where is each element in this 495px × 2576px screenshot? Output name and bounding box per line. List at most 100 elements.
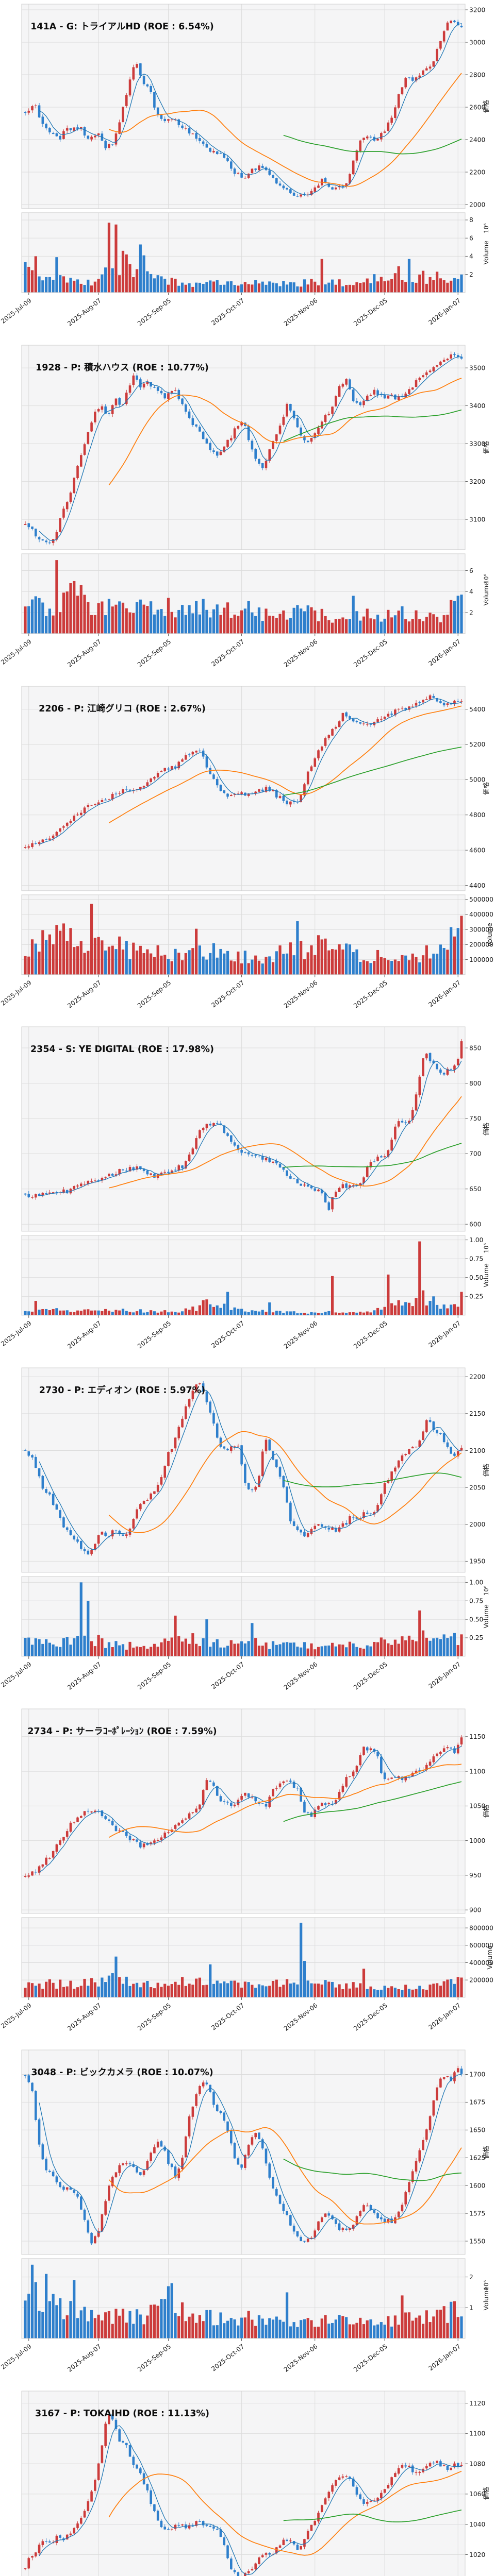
chart-title: 2354 - S: YE DIGITAL (ROE : 17.98%) [30,1044,214,1055]
volume-plot-background [22,1577,465,1657]
ma-mid-line [108,378,462,485]
volume-bars [24,223,463,293]
price-axis-label: 価格 [482,2145,490,2158]
ma-long-line [283,746,462,796]
price-tick-label: 3400 [469,402,485,410]
volume-bars [24,1241,463,1316]
price-tick-label: 1150 [469,1733,485,1740]
price-tick-label: 1650 [469,2126,485,2133]
candlestick-volume-chart: 900 950 1000 1050 1100 1150 200000 400000 600000… [0,1704,495,2046]
price-tick-label: 2100 [469,1447,485,1454]
price-tick-label: 3000 [469,39,485,46]
grid-lines [22,1027,465,1316]
price-tick-label: 4800 [469,811,485,819]
axis-ticks [28,367,468,636]
ma-mid-line [108,1431,462,1533]
candle-bodies [24,21,463,197]
volume-tick-label: 6 [469,234,473,242]
price-plot-border [21,1708,466,1914]
ma-long-line [283,1781,462,1822]
volume-tick-label: 500000 [469,896,493,903]
axis-ticks [28,2074,468,2341]
price-plot-border [21,2391,466,2576]
price-plot-border [21,1367,466,1573]
price-tick-label: 2400 [469,136,485,143]
stock-chart-figure-3167: 1000102010401060108011001120122025-Jul-0… [0,2386,495,2576]
volume-tick-label: 1.00 [469,1236,483,1244]
price-tick-label: 2150 [469,1410,485,1417]
ma-short-line [39,23,462,196]
chart-title: 2730 - P: エディオン (ROE : 5.97%) [39,1385,205,1396]
stock-chart-figure-2354: 600 650 700 750 800 850 0.25 0.50 0.75 1.00 2025-J… [0,1023,495,1364]
volume-bars [24,1922,463,1997]
price-tick-label: 2600 [469,104,485,111]
price-plot-border [21,686,466,891]
volume-axis-label: Volume [482,582,490,606]
volume-exponent-label: 10⁶ [483,223,490,233]
volume-axis-label: Volume [486,922,493,946]
ma-long-line [283,1472,462,1487]
ma-long-line [283,2158,462,2181]
volume-exponent-label: 10⁶ [483,2280,490,2290]
volume-plot-border [21,553,466,634]
volume-exponent-label: 10⁶ [483,1586,490,1596]
candlestick-volume-chart: 1550157516001625165016751700122025-Jul-0… [0,2045,495,2387]
axis-ticks [28,9,468,295]
ma-short-line [39,1745,462,1873]
ma-long-line [283,2509,462,2522]
price-tick-label: 3200 [469,478,485,485]
ma-mid-line [109,73,462,187]
volume-tick-label: 0.25 [469,1634,483,1641]
stock-chart-figure-2730: 1950 2000 2050 2100 2150 2200 0.25 0.50 0.75 1.00… [0,1364,495,1705]
price-plot-border [21,345,466,550]
price-axis-label: 価格 [482,99,490,112]
price-axis-label: 価格 [482,782,490,794]
volume-tick-label: 400000 [469,911,493,918]
price-tick-label: 1100 [469,2430,485,2437]
price-tick-label: 2200 [469,168,485,176]
price-plot-background [22,4,465,209]
ma-long-line [283,134,462,155]
price-tick-label: 5200 [469,741,485,748]
volume-tick-label: 0.50 [469,1274,483,1281]
volume-axis-label: Volume [482,1604,490,1629]
price-plot-border [21,1026,466,1232]
volume-tick-label: 200000 [469,941,493,948]
price-tick-label: 1080 [469,2460,485,2467]
volume-tick-label: 1 [469,2304,473,2311]
volume-tick-label: 600000 [469,1942,493,1949]
candlestick-volume-chart: 1000102010401060108011001120122025-Jul-0… [0,2386,495,2576]
axis-ticks [28,1736,468,2000]
grid-lines [22,4,465,293]
chart-title: 2734 - P: サーラｺｰﾎﾟﾚｰｼｮﾝ (ROE : 7.59%) [27,1726,217,1737]
volume-axis-label: Volume [486,1945,493,1970]
axis-ticks [28,708,468,977]
price-tick-label: 1050 [469,1803,485,1810]
volume-plot-border [21,1917,466,1998]
price-plot-background [22,345,465,550]
price-tick-label: 3200 [469,6,485,13]
volume-tick-label: 2 [469,609,473,616]
volume-tick-label: 100000 [469,956,493,963]
grid-lines [22,1708,465,1997]
candle-bodies [24,1041,463,1211]
candle-bodies [24,1383,463,1555]
price-axis-label: 価格 [482,1123,490,1136]
price-tick-label: 1020 [469,2551,485,2558]
price-tick-label: 5000 [469,776,485,783]
price-plot-border [21,2049,466,2255]
price-tick-label: 5400 [469,705,485,713]
volume-tick-label: 0.50 [469,1616,483,1623]
grid-lines [22,1368,465,1657]
volume-tick-label: 1.00 [469,1579,483,1586]
price-tick-label: 1120 [469,2399,485,2406]
ma-short-line [39,2425,462,2575]
price-tick-label: 4600 [469,846,485,854]
volume-bars [24,904,463,975]
grid-lines [22,2391,465,2576]
price-tick-label: 800 [469,1080,481,1087]
price-axis-label: 価格 [482,1464,490,1477]
chart-title: 3048 - P: ビックカメラ (ROE : 10.07%) [31,2067,213,2078]
volume-tick-label: 300000 [469,926,493,933]
